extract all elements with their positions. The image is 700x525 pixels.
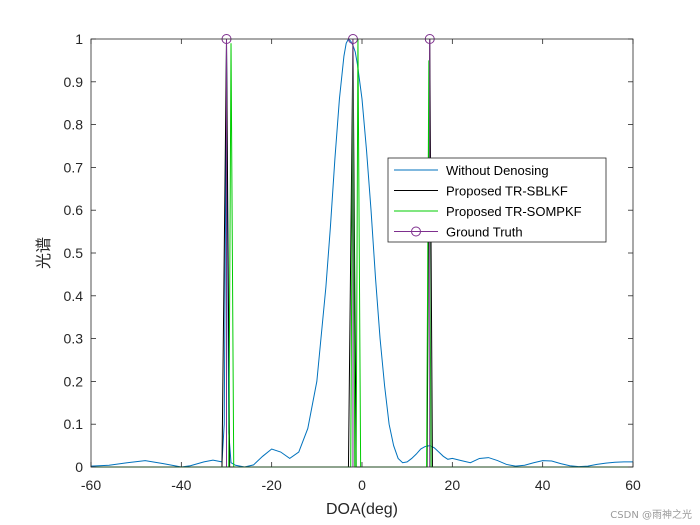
y-tick-label: 0.7 [64, 159, 84, 175]
y-tick-label: 0.2 [64, 373, 84, 389]
y-tick-label: 0 [75, 459, 83, 475]
legend-marker [411, 226, 421, 237]
legend-label: Proposed TR-SBLKF [446, 184, 568, 199]
y-tick-label: 0.6 [64, 202, 84, 218]
x-tick-label: 40 [535, 477, 551, 493]
legend-box [387, 157, 607, 243]
y-tick-label: 0.5 [64, 245, 84, 261]
legend-label: Ground Truth [446, 225, 523, 240]
y-tick-label: 1 [75, 31, 83, 47]
y-tick-label: 0.3 [64, 331, 84, 347]
x-tick-label: -20 [262, 477, 282, 493]
axes: -60 -40 -20 0 20 40 60 0 0.1 0.2 0.3 0.4 0.5 0.6 0.7 0.… [64, 31, 641, 493]
y-tick-label: 0.4 [64, 288, 84, 304]
x-axis-label: DOA(deg) [326, 501, 398, 518]
legend-label: Without Denosing [446, 163, 549, 178]
y-tick-label: 0.8 [64, 117, 84, 133]
y-axis-label: 光谱 [35, 237, 53, 269]
plot-area [91, 39, 633, 467]
x-tick-label: -40 [171, 477, 191, 493]
x-tick-label: 60 [625, 477, 641, 493]
series-ground-truth [221, 34, 435, 467]
x-tick-label: -60 [81, 477, 101, 493]
y-tick-label: 0.9 [64, 74, 84, 90]
x-tick-label: 0 [358, 477, 366, 493]
legend-label: Proposed TR-SOMPKF [446, 204, 582, 219]
watermark: CSDN @雨神之光 [610, 510, 692, 521]
legend: Without Denosing Proposed TR-SBLKF Propose… [387, 157, 607, 243]
x-tick-label: 20 [445, 477, 461, 493]
plot-background [91, 39, 633, 467]
y-tick-label: 0.1 [64, 416, 84, 432]
